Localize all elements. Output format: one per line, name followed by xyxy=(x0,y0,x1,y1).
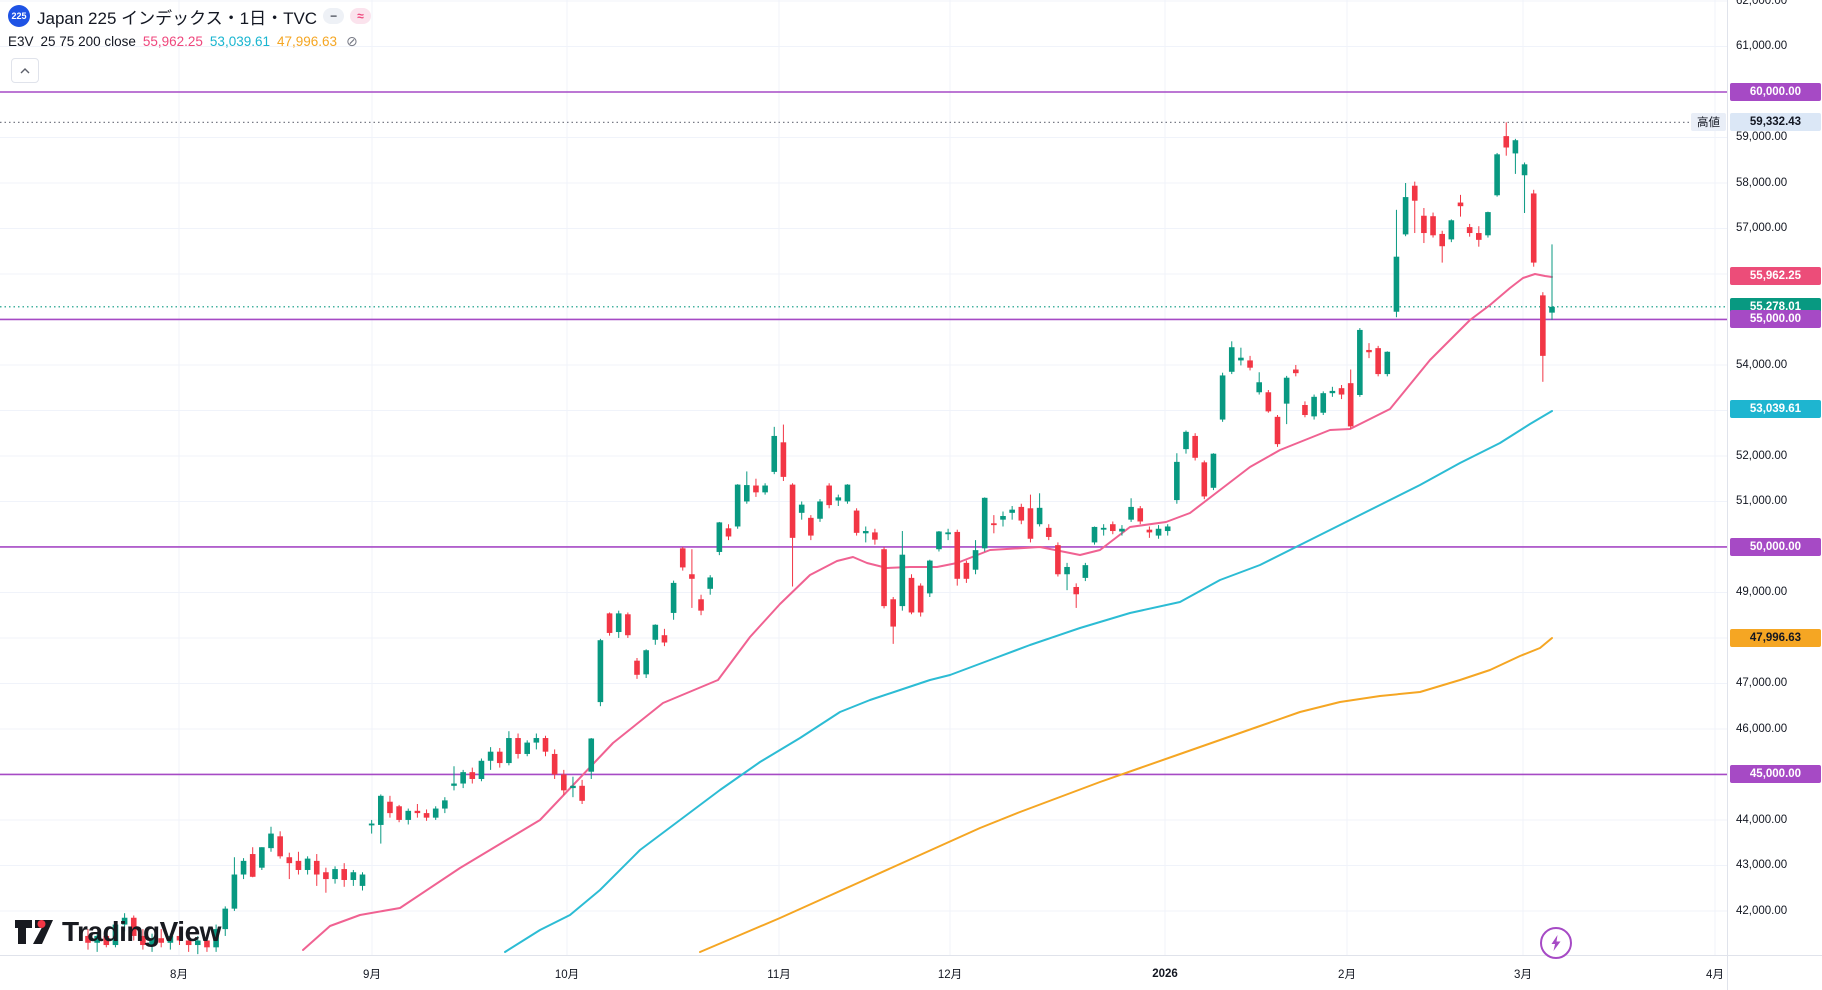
price-badge: 55,962.25 xyxy=(1730,266,1821,285)
price-badge: 47,996.63 xyxy=(1730,629,1821,648)
indicator-value-ma200: 47,996.63 xyxy=(276,33,338,49)
time-tick: 8月 xyxy=(170,968,188,981)
symbol-title[interactable]: Japan 225 インデックス・1日・TVC xyxy=(37,8,318,28)
price-tick: 43,000.00 xyxy=(1736,859,1788,872)
price-tick: 62,000.00 xyxy=(1736,0,1788,7)
time-tick: 3月 xyxy=(1514,968,1532,981)
indicator-row[interactable]: E3V 25 75 200 close 55,962.25 53,039.61 … xyxy=(8,32,371,50)
price-tick: 52,000.00 xyxy=(1736,449,1788,462)
price-badge: 59,332.43 xyxy=(1730,113,1821,132)
price-tick: 58,000.00 xyxy=(1736,176,1788,189)
price-badge: 53,039.61 xyxy=(1730,399,1821,418)
price-tick: 42,000.00 xyxy=(1736,904,1788,917)
price-tick: 46,000.00 xyxy=(1736,722,1788,735)
time-tick: 2月 xyxy=(1338,968,1356,981)
collapse-chevron-button[interactable] xyxy=(11,58,39,83)
indicator-params: 25 75 200 close xyxy=(40,33,136,49)
lightning-button[interactable] xyxy=(1540,927,1572,959)
price-tick: 51,000.00 xyxy=(1736,495,1788,508)
lightning-icon xyxy=(1551,935,1561,951)
minus-pill-icon[interactable]: − xyxy=(323,8,345,24)
tradingview-logo-text: TradingView xyxy=(62,916,221,947)
axis-corner xyxy=(1727,955,1822,990)
indicator-name: E3V xyxy=(8,33,34,49)
price-tick: 49,000.00 xyxy=(1736,586,1788,599)
price-tick: 47,000.00 xyxy=(1736,677,1788,690)
time-tick: 4月 xyxy=(1706,968,1724,981)
price-tick: 59,000.00 xyxy=(1736,131,1788,144)
wave-pill-icon[interactable]: ≈ xyxy=(350,8,371,24)
chart-legend: 225 Japan 225 インデックス・1日・TVC − ≈ E3V 25 7… xyxy=(8,4,371,50)
price-axis[interactable]: 62,000.00 61,000.00 59,000.00 58,000.00 57,0… xyxy=(1727,0,1822,955)
chevron-up-icon xyxy=(20,67,30,73)
price-badge: 55,000.00 xyxy=(1730,310,1821,329)
indicator-value-ma75: 53,039.61 xyxy=(209,33,270,49)
price-tick: 54,000.00 xyxy=(1736,358,1788,371)
tradingview-logo[interactable]: TradingView xyxy=(14,916,221,948)
time-tick: 9月 xyxy=(363,968,381,981)
time-tick: 12月 xyxy=(937,968,963,981)
price-tick: 44,000.00 xyxy=(1736,813,1788,826)
price-tick: 61,000.00 xyxy=(1736,40,1788,53)
symbol-badge[interactable]: 225 xyxy=(8,5,30,27)
price-badge: 50,000.00 xyxy=(1730,537,1821,556)
price-badge: 45,000.00 xyxy=(1730,765,1821,784)
indicator-value-ma25: 55,962.25 xyxy=(142,33,203,49)
time-tick: 11月 xyxy=(767,968,791,981)
tradingview-logo-mark xyxy=(15,920,53,944)
time-tick: 10月 xyxy=(554,968,580,981)
price-tick: 57,000.00 xyxy=(1736,222,1788,235)
time-tick: 2026 xyxy=(1152,967,1178,980)
price-badge: 60,000.00 xyxy=(1730,82,1821,101)
hidden-icon[interactable]: ⊘ xyxy=(346,32,358,49)
time-axis[interactable]: 8月 9月 10月 11月 12月 2026 2月 3月 4月 xyxy=(0,955,1727,990)
high-label-tag: 高値 xyxy=(1691,113,1726,132)
